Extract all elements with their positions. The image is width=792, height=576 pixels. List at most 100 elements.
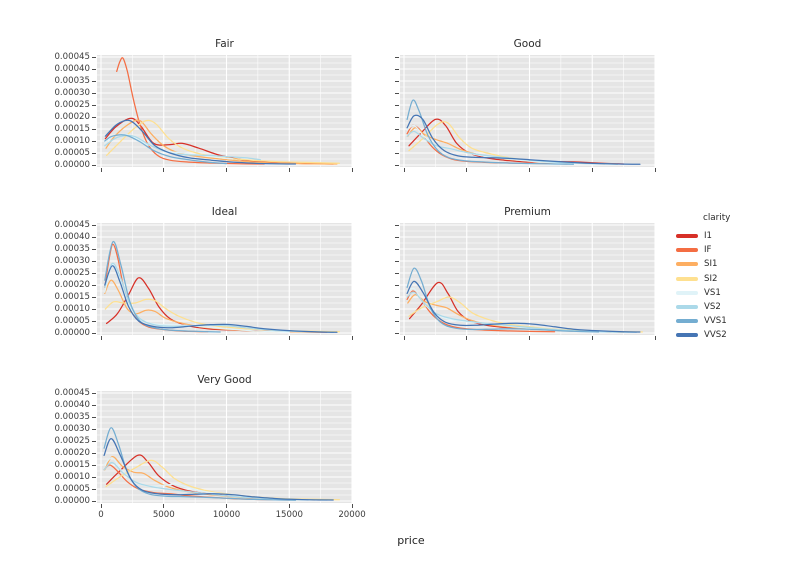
y-tick-label: 0.00005: [54, 316, 90, 326]
x-tick-mark: [351, 168, 353, 172]
y-tick-mark: [395, 272, 399, 274]
x-tick-mark: [226, 168, 227, 172]
facet-title-good: Good: [513, 38, 542, 50]
y-tick-label: 0.00010: [54, 304, 90, 314]
x-tick-mark: [226, 504, 227, 508]
x-tick-label: 5000: [152, 510, 175, 520]
x-tick-mark: [466, 336, 468, 340]
legend-swatch-si2: [676, 276, 698, 281]
x-tick-label: 15000: [275, 510, 303, 520]
legend-title: clarity: [703, 213, 731, 223]
legend-swatch-i1: [676, 234, 698, 239]
legend-entry-label: IF: [704, 245, 712, 256]
y-tick-mark: [92, 236, 96, 238]
y-tick-label: 0.00005: [54, 484, 90, 494]
y-tick-label: 0.00015: [54, 460, 90, 470]
kde-curve-fair-si2: [105, 119, 341, 164]
facet-title-premium: Premium: [504, 206, 551, 218]
legend-entry-label: VVS1: [704, 316, 727, 327]
legend-entry-vs2: VS2: [676, 300, 786, 314]
legend-swatch-vs1: [676, 290, 698, 295]
y-tick-mark: [395, 128, 399, 130]
kde-curve-very-good-vvs2: [103, 437, 334, 501]
y-tick-mark: [92, 248, 96, 250]
y-tick-label: 0.00010: [54, 136, 90, 146]
legend-entry-label: VS1: [704, 287, 721, 298]
y-tick-mark: [395, 92, 399, 94]
y-tick-mark: [395, 284, 399, 286]
facet-panel-premium: [400, 223, 655, 335]
x-tick-mark: [288, 336, 290, 340]
y-tick-label: 0.00025: [54, 436, 90, 446]
y-tick-mark: [92, 500, 96, 502]
y-tick-mark: [92, 404, 96, 406]
y-tick-mark: [92, 116, 96, 118]
facet-panel-ideal: [97, 223, 352, 335]
x-tick-mark: [163, 504, 165, 508]
y-tick-mark: [395, 224, 399, 226]
kde-curve-fair-vvs2: [104, 119, 297, 165]
y-tick-mark: [395, 152, 399, 154]
y-tick-label: 0.00015: [54, 124, 90, 134]
legend-entry-vvs2: VVS2: [676, 328, 786, 342]
kde-curve-good-vvs2: [406, 114, 641, 165]
x-tick-mark: [100, 336, 102, 340]
legend-entry-i1: I1: [676, 229, 786, 243]
y-tick-label: 0.00000: [54, 160, 90, 170]
y-tick-mark: [395, 320, 399, 322]
y-tick-label: 0.00025: [54, 100, 90, 110]
y-tick-mark: [92, 440, 96, 442]
x-tick-mark: [654, 336, 656, 340]
y-tick-mark: [92, 104, 96, 106]
y-tick-mark: [395, 248, 399, 250]
x-tick-mark: [403, 168, 405, 172]
x-axis-title: price: [397, 534, 425, 547]
y-tick-mark: [92, 296, 96, 298]
y-tick-label: 0.00040: [54, 232, 90, 242]
facet-title-ideal: Ideal: [211, 206, 238, 218]
facet-panel-good: [400, 55, 655, 167]
x-tick-mark: [288, 168, 290, 172]
kde-curve-good-vs2: [406, 130, 618, 165]
y-tick-label: 0.00045: [54, 388, 90, 398]
facet-title-very-good: Very Good: [197, 374, 252, 386]
kde-curve-premium-vvs1: [406, 267, 600, 333]
y-tick-mark: [92, 488, 96, 490]
y-tick-mark: [92, 476, 96, 478]
legend-swatch-vs2: [676, 305, 698, 310]
y-tick-mark: [92, 224, 96, 226]
y-tick-mark: [395, 104, 399, 106]
y-tick-label: 0.00040: [54, 400, 90, 410]
y-tick-label: 0.00040: [54, 64, 90, 74]
legend-entry-label: VS2: [704, 302, 721, 313]
y-tick-label: 0.00000: [54, 328, 90, 338]
y-tick-mark: [395, 140, 399, 142]
x-tick-mark: [351, 336, 353, 340]
x-tick-mark: [100, 168, 102, 172]
y-tick-mark: [395, 164, 399, 166]
y-tick-mark: [92, 320, 96, 322]
y-tick-mark: [92, 260, 96, 262]
y-tick-mark: [395, 308, 399, 310]
y-tick-label: 0.00035: [54, 76, 90, 86]
y-tick-label: 0.00035: [54, 412, 90, 422]
legend-entry-si1: SI1: [676, 257, 786, 271]
legend-entry-vvs1: VVS1: [676, 314, 786, 328]
y-tick-mark: [92, 308, 96, 310]
kde-curve-ideal-vvs1: [104, 241, 221, 333]
y-tick-mark: [92, 80, 96, 82]
y-tick-mark: [92, 56, 96, 58]
y-tick-mark: [395, 56, 399, 58]
y-tick-mark: [395, 68, 399, 70]
legend-swatch-if: [676, 248, 698, 253]
x-tick-label: 20000: [338, 510, 366, 520]
x-tick-mark: [226, 336, 227, 340]
y-tick-mark: [92, 452, 96, 454]
y-tick-label: 0.00020: [54, 280, 90, 290]
y-tick-label: 0.00035: [54, 244, 90, 254]
legend: clarity I1 IF SI1 SI2 VS1 VS2 VVS1 VVS2: [676, 213, 786, 343]
legend-entry-label: SI1: [704, 259, 718, 270]
y-tick-mark: [395, 260, 399, 262]
y-tick-mark: [92, 152, 96, 154]
y-tick-label: 0.00030: [54, 256, 90, 266]
